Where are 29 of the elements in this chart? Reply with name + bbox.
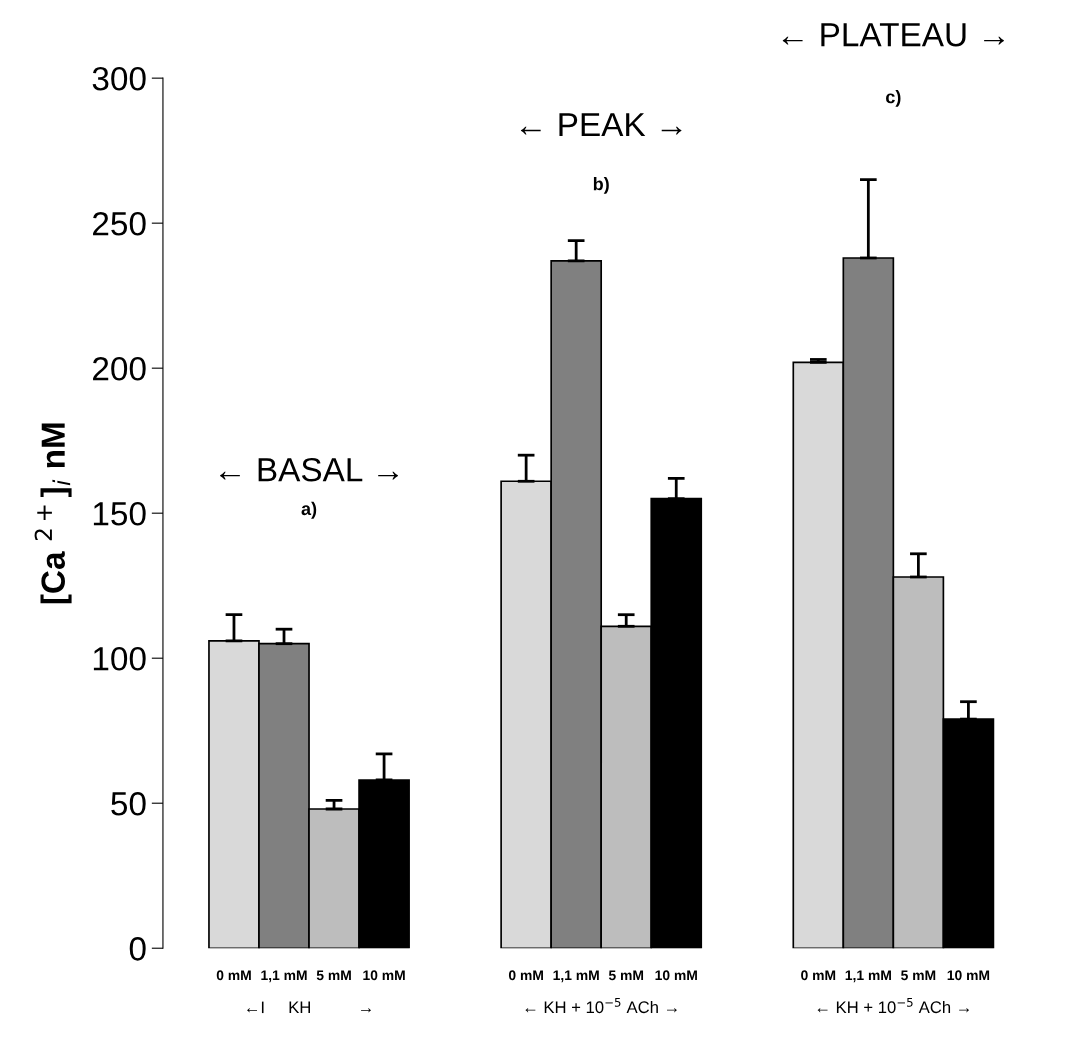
x-tick-label: ← KH + 10$^{−5}$ ACh →: [817, 998, 970, 1014]
annotation: b): [593, 177, 609, 194]
y-tick-label: 200: [93, 356, 146, 381]
text: ← PLATEAU →: [782, 23, 1004, 47]
text: 5 mM: [608, 970, 644, 981]
text: 0 mM: [801, 970, 836, 981]
series-label: 0 mM: [216, 970, 251, 981]
series-label: 1,1 mM: [261, 970, 307, 983]
text: 10 mM: [947, 970, 990, 981]
text: 1,1 mM: [553, 970, 599, 983]
text: 1,1 mM: [845, 970, 891, 983]
y-axis-title: [Ca $^{2+}$]$_{i}$ nM: [34, 423, 72, 604]
y-tick-label: 0: [129, 937, 146, 961]
y-tick-label: 300: [92, 66, 146, 91]
annotation: ← PEAK →: [520, 113, 682, 137]
y-tick-label: 100: [93, 647, 146, 671]
text: 0 mM: [508, 970, 543, 981]
series-label: 10 mM: [363, 970, 405, 981]
x-tick-label: ← KH + 10$^{−5}$ ACh →: [525, 998, 677, 1014]
y-tick-label: 50: [111, 792, 146, 816]
annotation: a): [301, 501, 317, 519]
series-label: 5 mM: [316, 970, 351, 981]
y-tick-label: 150: [93, 501, 146, 526]
text: 10 mM: [655, 970, 697, 981]
y-tick-label: 250: [93, 211, 146, 236]
annotation: c): [886, 90, 901, 107]
text: 5 mM: [901, 970, 936, 981]
x-tick-label: ←I KH →: [247, 1001, 371, 1014]
annotation: ← BASAL →: [220, 457, 398, 482]
